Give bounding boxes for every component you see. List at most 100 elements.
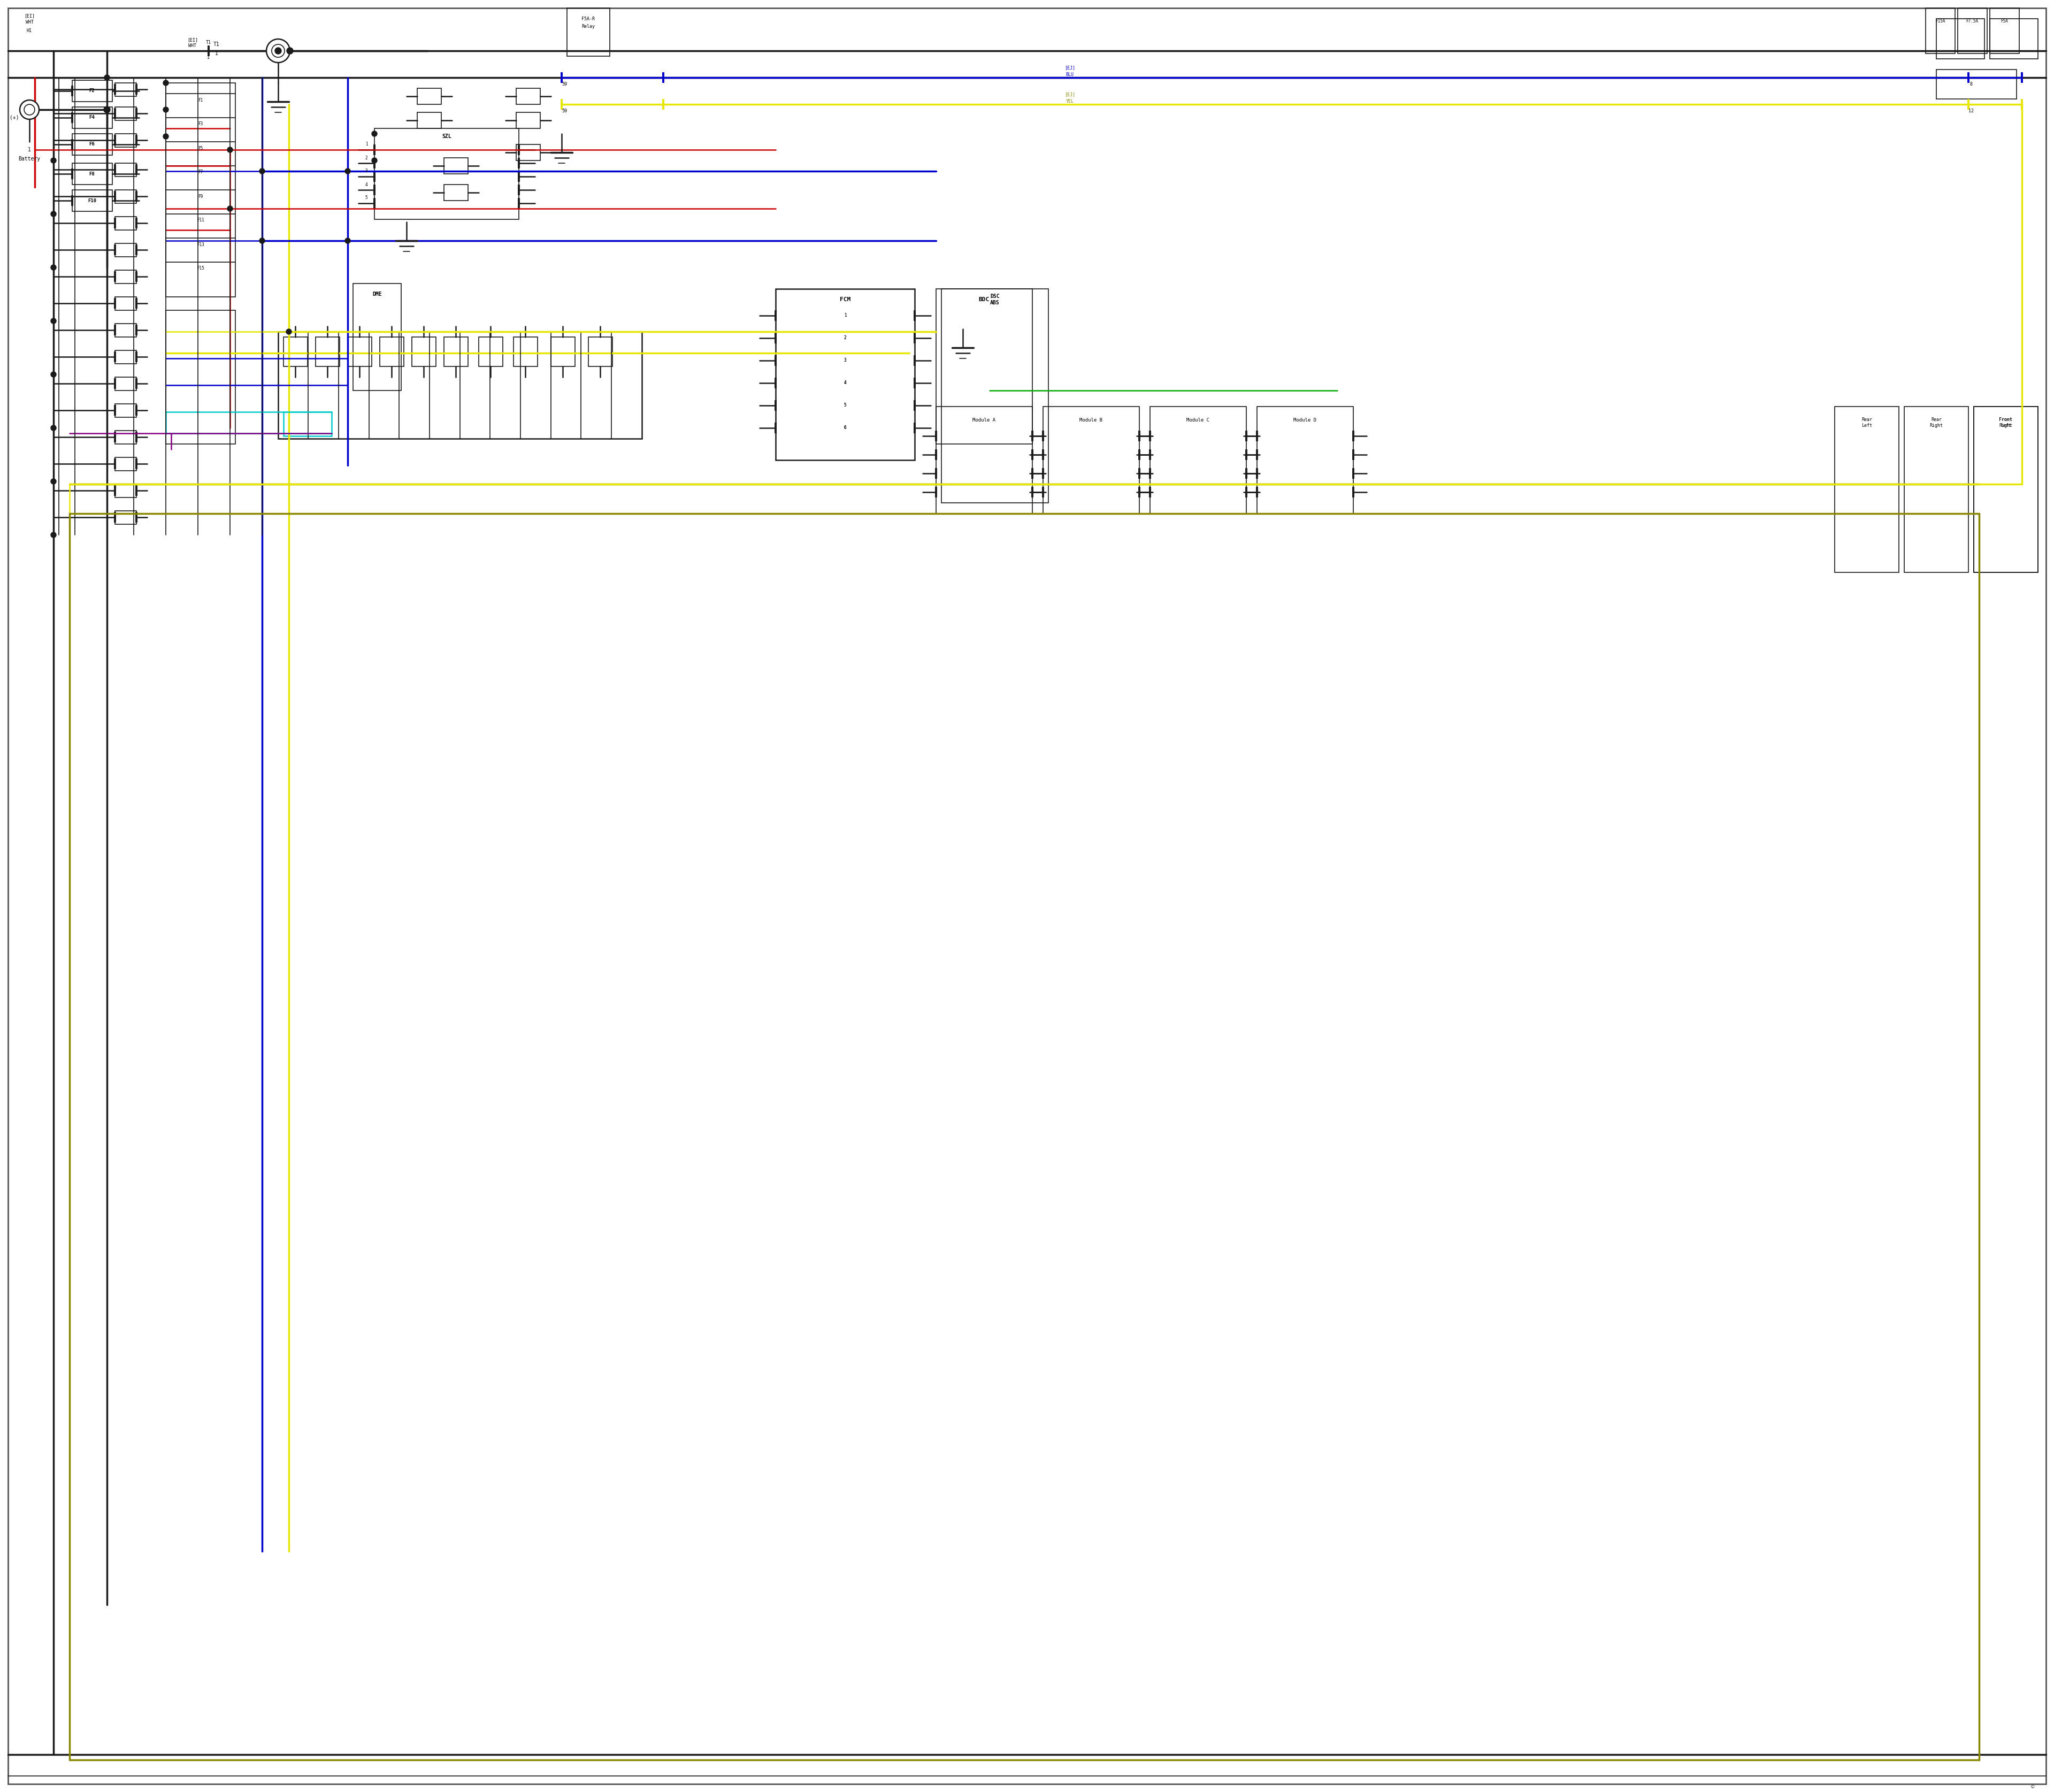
Text: 1: 1: [844, 314, 846, 317]
Bar: [72, 108, 113, 129]
Text: Relay: Relay: [581, 25, 596, 29]
Text: Module A: Module A: [974, 418, 996, 423]
Bar: [115, 244, 136, 256]
Text: 3: 3: [366, 168, 368, 174]
Text: 59: 59: [561, 108, 567, 113]
Circle shape: [275, 48, 281, 54]
Bar: [417, 88, 442, 104]
Bar: [516, 145, 540, 161]
Text: BLU: BLU: [1066, 72, 1074, 77]
Bar: [776, 289, 914, 461]
Text: F11: F11: [197, 219, 203, 222]
Bar: [444, 158, 468, 174]
Bar: [516, 88, 540, 104]
Circle shape: [51, 319, 55, 324]
Bar: [115, 324, 136, 337]
Bar: [72, 190, 113, 211]
Circle shape: [372, 131, 378, 136]
Bar: [937, 289, 1033, 444]
Text: F9: F9: [197, 194, 203, 199]
Text: 4: 4: [366, 183, 368, 186]
Circle shape: [21, 100, 39, 120]
Bar: [115, 163, 136, 177]
Text: 12: 12: [1968, 108, 1974, 113]
Bar: [115, 134, 136, 147]
Circle shape: [25, 104, 35, 115]
Text: 3: 3: [844, 358, 846, 364]
Circle shape: [162, 81, 168, 86]
Bar: [444, 337, 468, 366]
Text: F5: F5: [197, 145, 203, 151]
Text: Front
Left: Front Left: [1999, 418, 2013, 428]
Text: 6: 6: [844, 425, 846, 430]
Circle shape: [51, 532, 55, 538]
Text: 1: 1: [216, 50, 218, 56]
Text: 8: 8: [1970, 82, 1972, 86]
Bar: [347, 337, 372, 366]
Text: 1: 1: [366, 142, 368, 147]
Bar: [115, 351, 136, 364]
Circle shape: [162, 134, 168, 140]
Bar: [166, 82, 236, 297]
Text: F4: F4: [88, 115, 94, 120]
Bar: [941, 289, 1048, 504]
Text: Front
Right: Front Right: [1999, 418, 2013, 428]
Bar: [1150, 407, 1247, 514]
Text: 4: 4: [844, 380, 846, 385]
Circle shape: [288, 48, 294, 54]
Text: 4: 4: [844, 380, 846, 385]
Bar: [72, 134, 113, 156]
Text: F2: F2: [88, 88, 94, 93]
Text: F1: F1: [197, 97, 203, 102]
Text: 2: 2: [844, 335, 846, 340]
Bar: [72, 163, 113, 185]
Bar: [1043, 407, 1140, 514]
Text: T1: T1: [214, 41, 220, 47]
Text: 5: 5: [366, 195, 368, 201]
Text: (+): (+): [10, 115, 18, 120]
Text: 2: 2: [844, 335, 846, 340]
Bar: [413, 337, 435, 366]
Bar: [1990, 18, 2038, 59]
Text: T1: T1: [205, 41, 212, 45]
Circle shape: [271, 45, 286, 57]
Circle shape: [267, 39, 290, 63]
Bar: [115, 190, 136, 202]
Text: F3: F3: [197, 122, 203, 127]
Text: [EJ]: [EJ]: [1064, 66, 1074, 70]
Bar: [1927, 7, 1955, 54]
Text: 6: 6: [844, 425, 846, 430]
Text: Module D: Module D: [1294, 418, 1317, 423]
Bar: [514, 337, 538, 366]
Bar: [417, 113, 442, 129]
Bar: [550, 337, 575, 366]
Text: F5A-R: F5A-R: [581, 16, 596, 22]
Bar: [115, 297, 136, 310]
Text: [EJ]: [EJ]: [1064, 91, 1074, 97]
Circle shape: [228, 147, 232, 152]
Text: BDC: BDC: [980, 297, 990, 303]
Bar: [1257, 407, 1354, 514]
Circle shape: [345, 238, 351, 244]
Text: 2: 2: [366, 156, 368, 159]
Bar: [444, 185, 468, 201]
Text: Battery: Battery: [18, 156, 41, 161]
Text: DME: DME: [372, 292, 382, 297]
Text: F6: F6: [88, 142, 94, 147]
Circle shape: [105, 106, 111, 113]
Bar: [316, 337, 339, 366]
Circle shape: [51, 478, 55, 484]
Text: 1: 1: [844, 314, 846, 317]
Text: F5A: F5A: [2001, 20, 2009, 23]
Bar: [115, 457, 136, 471]
Text: [EI]: [EI]: [25, 14, 35, 18]
Bar: [587, 337, 612, 366]
Bar: [516, 113, 540, 129]
Text: 59: 59: [561, 82, 567, 86]
Circle shape: [51, 211, 55, 217]
Text: Rear
Left: Rear Left: [1861, 418, 1871, 428]
Bar: [353, 283, 401, 391]
Bar: [115, 484, 136, 498]
Bar: [115, 403, 136, 418]
Text: F13: F13: [197, 242, 203, 247]
